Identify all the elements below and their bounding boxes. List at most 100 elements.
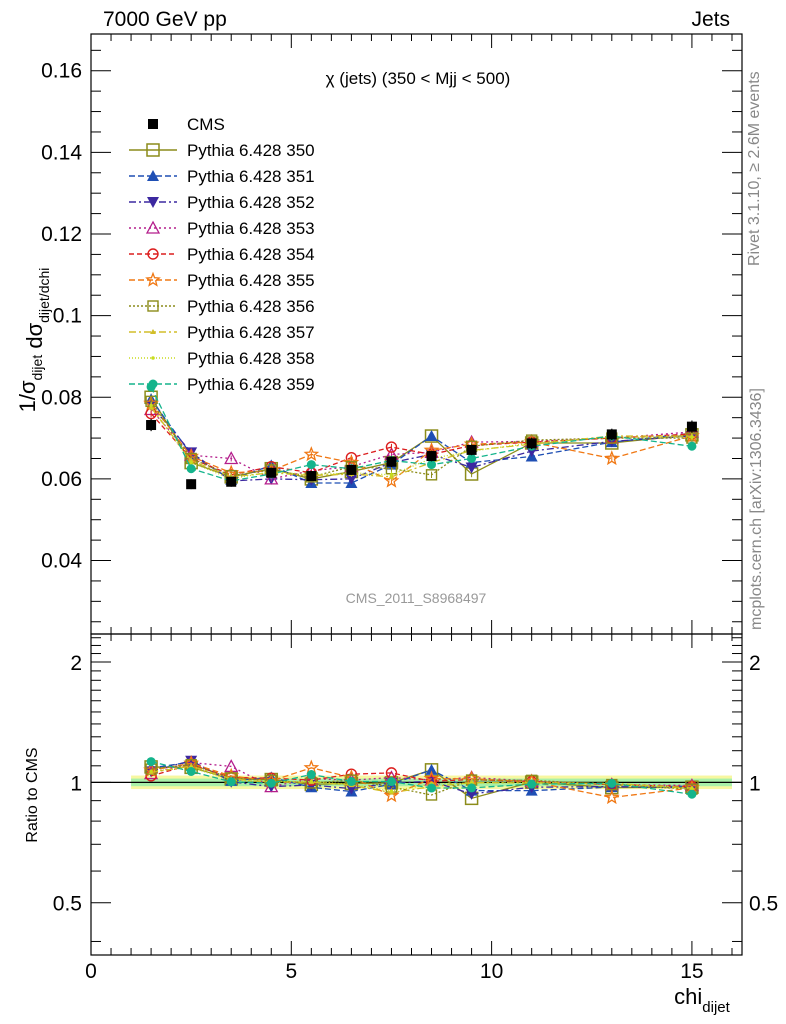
data-point (186, 479, 197, 490)
ratio-point (146, 757, 156, 767)
y-tick-label: 0.06 (41, 468, 82, 491)
ratio-series-line (150, 765, 692, 794)
ratio-panel: 0.5 0.5 1 1 2 2 (53, 633, 778, 956)
ratio-point (467, 783, 477, 793)
ratio-series-line (151, 763, 692, 796)
legend-label: CMS (187, 115, 225, 134)
legend-item: Pythia 6.428 353 (129, 219, 315, 238)
series-point (186, 464, 196, 474)
header-left-label: 7000 GeV pp (103, 8, 227, 31)
ratio-point (386, 777, 396, 787)
y-tick-label: 0.12 (41, 223, 82, 246)
series-point (303, 446, 320, 462)
legend-label: Pythia 6.428 359 (187, 375, 315, 394)
legend-item: Pythia 6.428 352 (129, 193, 315, 212)
series-point (264, 471, 279, 485)
ratio-point (427, 783, 437, 793)
ratio-point (185, 755, 198, 767)
x-axis-label: chidijet (674, 984, 730, 1016)
legend-item: Pythia 6.428 358 (129, 349, 315, 368)
ratio-point (306, 770, 316, 780)
x-axis-ticks: 0 5 10 15 (85, 34, 733, 983)
legend-item: Pythia 6.428 357 (129, 323, 315, 342)
series-point (687, 441, 697, 451)
series-point (690, 435, 694, 440)
y-tick-label: 0.08 (41, 386, 82, 409)
legend-label: Pythia 6.428 351 (187, 167, 315, 186)
legend-marker (148, 119, 158, 129)
series-point (467, 453, 477, 463)
legend-marker (150, 329, 156, 334)
ratio-point (266, 778, 276, 788)
analysis-label: CMS_2011_S8968497 (346, 590, 487, 606)
series-9-ratio (146, 757, 697, 799)
legend-label: Pythia 6.428 354 (187, 245, 315, 264)
ratio-point (687, 789, 697, 799)
legend-label: Pythia 6.428 357 (187, 323, 315, 342)
legend-item: Pythia 6.428 351 (129, 167, 315, 186)
data-point (686, 421, 697, 432)
legend-marker (147, 170, 159, 181)
data-point (386, 456, 397, 467)
data-point (266, 467, 277, 478)
ratio-frame (90, 633, 743, 956)
data-point (306, 471, 317, 482)
data-series (146, 418, 697, 490)
legend-item: Pythia 6.428 356 (129, 297, 315, 316)
series-line (150, 407, 692, 478)
data-point (526, 438, 537, 449)
chart-title: χ (jets) (350 < Mjj < 500) (326, 69, 511, 88)
series-point (149, 403, 153, 408)
legend-marker (147, 197, 159, 208)
legend-label: Pythia 6.428 350 (187, 141, 315, 160)
legend-item: Pythia 6.428 355 (129, 271, 315, 290)
y-tick-label: 0.04 (41, 550, 82, 573)
series-point (385, 441, 398, 453)
ratio-tick-label-right: 2 (749, 652, 761, 675)
y-axis-label: 1/σdijet dσdijet/dchi (15, 268, 52, 413)
series-point (224, 451, 239, 465)
series-line (150, 405, 692, 480)
data-point (226, 476, 237, 487)
series-point (383, 472, 400, 488)
data-point (606, 429, 617, 440)
ratio-point (690, 786, 694, 791)
ratio-series-line (151, 766, 692, 792)
data-point (426, 451, 437, 462)
legend-label: Pythia 6.428 356 (187, 297, 315, 316)
series-point (345, 473, 358, 485)
ratio-point (383, 787, 400, 803)
ratio-point (389, 789, 394, 794)
legend-label: Pythia 6.428 358 (187, 349, 315, 368)
legend-item: Pythia 6.428 359 (129, 375, 315, 394)
legend-item: CMS (148, 115, 225, 134)
ratio-point (186, 766, 196, 776)
mcplots-label: mcplots.cern.ch [arXiv:1306.3436] (748, 388, 765, 630)
x-tick-label: 5 (285, 960, 297, 983)
x-tick-label: 0 (85, 960, 97, 983)
legend-marker (147, 300, 159, 312)
series-point (306, 460, 316, 470)
ratio-y-axis-label: Ratio to CMS (24, 747, 41, 842)
main-panel: 0 5 10 15 0.04 0.06 0.08 0.1 0.12 0.14 0.16 (41, 33, 743, 983)
data-point (146, 420, 157, 431)
legend-marker (145, 271, 161, 287)
series-point (189, 460, 193, 465)
series-line (150, 398, 692, 484)
x-tick-label: 10 (480, 960, 503, 983)
legend-item: Pythia 6.428 350 (129, 141, 315, 160)
series-point (465, 462, 478, 474)
series-point (427, 460, 437, 470)
ratio-tick-label: 2 (70, 652, 82, 675)
legend-label: Pythia 6.428 353 (187, 219, 315, 238)
series-point (425, 430, 438, 442)
rivet-version-label: Rivet 3.1.10, ≥ 2.6M events (746, 71, 763, 266)
ratio-tick-label: 1 (70, 772, 82, 795)
legend-marker (147, 248, 159, 260)
ratio-tick-label-right: 0.5 (749, 893, 778, 916)
header-right-label: Jets (691, 8, 730, 31)
data-point (346, 464, 357, 475)
ratio-axis-ticks: 0.5 0.5 1 1 2 2 (53, 637, 778, 942)
legend: CMS Pythia 6.428 350 Pythia 6.428 351 Pythi… (129, 115, 315, 394)
